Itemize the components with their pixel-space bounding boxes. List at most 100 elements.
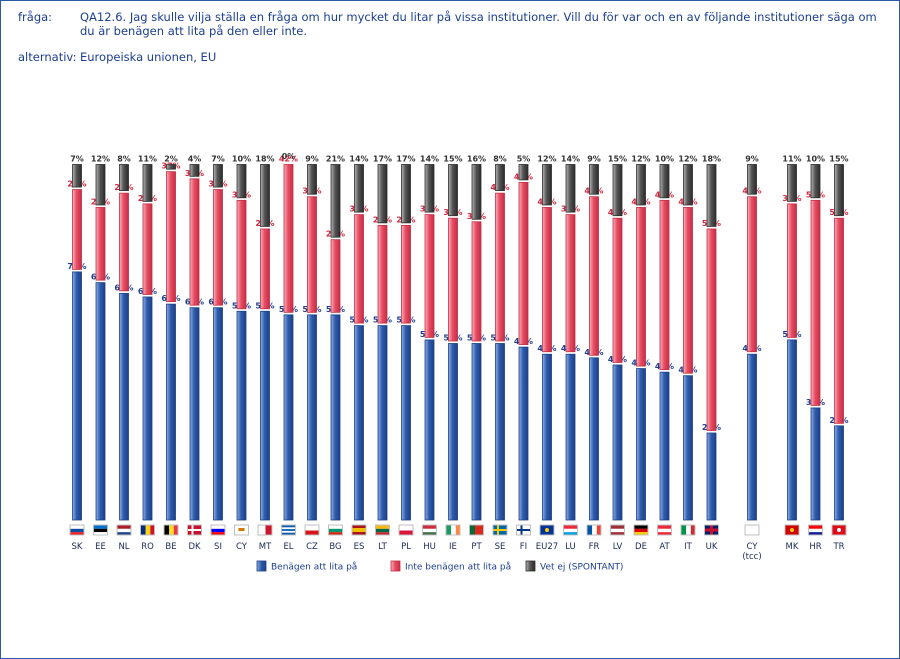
bar-distrust-si	[213, 189, 223, 306]
bar-distrust-de	[636, 207, 646, 367]
bar-trust-cy-tcc-	[747, 353, 757, 521]
bar-group-uk: 25%57%18%	[702, 155, 721, 521]
bar-distrust-el	[283, 164, 294, 313]
bar-group-fi: 49%46%5%	[514, 155, 533, 521]
bar-dont-know-lv	[612, 164, 623, 217]
bar-distrust-cy-tcc-	[747, 196, 757, 353]
legend-item-trust: Benägen att lita på	[256, 560, 357, 573]
category-label-de: DE	[635, 542, 647, 552]
legend-swatch-dont-know	[525, 560, 536, 572]
legend-label-dont-know: Vet ej (SPONTANT)	[540, 563, 623, 573]
bar-trust-mt	[260, 310, 270, 521]
value-label-dont-know-fr: 9%	[587, 155, 601, 164]
bar-distrust-lv	[612, 217, 623, 363]
bar-group-pl: 55%28%17%	[396, 155, 416, 521]
category-label-pl: PL	[401, 542, 411, 552]
bar-dont-know-hr	[810, 164, 821, 199]
bar-trust-ie	[448, 343, 458, 521]
bar-distrust-pt	[471, 221, 482, 342]
bar-group-tr: 27%58%15%	[829, 155, 849, 521]
bar-dont-know-ee	[95, 164, 106, 206]
bar-group-es: 55%31%14%	[349, 155, 369, 521]
legend-swatch-distrust	[390, 560, 401, 572]
bar-distrust-tr	[834, 217, 844, 424]
bar-group-dk: 60%36%4%	[185, 155, 204, 521]
bar-trust-tr	[834, 425, 844, 521]
bar-trust-nl	[119, 292, 129, 521]
category-label-mk: MK	[786, 542, 799, 552]
legend-item-dont-know: Vet ej (SPONTANT)	[525, 560, 623, 573]
value-label-dont-know-pt: 16%	[467, 155, 486, 164]
bar-dont-know-sk	[72, 164, 82, 188]
legend-label-trust: Benägen att lita på	[271, 562, 357, 573]
value-label-dont-know-be: 2%	[164, 155, 178, 164]
value-label-dont-know-cy: 10%	[232, 155, 251, 164]
question-text: QA12.6. Jag skulle vilja ställa en fråga…	[80, 10, 877, 38]
value-label-dont-know-de: 12%	[631, 155, 650, 164]
bar-dont-know-at	[659, 164, 670, 199]
bar-dont-know-dk	[189, 164, 200, 177]
bar-trust-be	[166, 303, 176, 521]
bar-dont-know-ro	[142, 164, 153, 202]
bar-trust-lt	[377, 325, 388, 521]
bar-group-eu27: 47%41%12%	[537, 155, 557, 521]
bar-trust-dk	[189, 307, 200, 521]
category-label-cy-tcc-: CY	[747, 542, 759, 552]
bar-trust-uk	[706, 432, 717, 521]
bar-dont-know-cy-tcc-	[747, 164, 757, 195]
bar-group-cy: 59%31%10%	[232, 155, 251, 521]
bar-group-nl: 64%28%8%	[114, 155, 134, 521]
bar-dont-know-it	[683, 164, 693, 206]
bar-trust-pt	[471, 343, 482, 521]
bar-group-sk: 70%23%7%	[67, 155, 87, 521]
bar-group-lu: 47%39%14%	[561, 155, 580, 521]
category-label-sk: SK	[72, 542, 83, 552]
bar-dont-know-hu	[424, 164, 435, 213]
category-label-be: BE	[165, 542, 176, 552]
bar-group-mk: 51%38%11%	[782, 155, 802, 521]
flags-layer	[69, 524, 847, 536]
legend-swatch-trust	[256, 560, 267, 572]
bar-trust-si	[213, 307, 223, 521]
bar-distrust-bg	[330, 239, 341, 313]
category-label-uk: UK	[706, 542, 718, 552]
x-axis-labels: SK EE NL RO BE DK SI CY MT EL CZ BG ES LT PL HU IE PT SE FI…	[72, 542, 845, 562]
bar-dont-know-ie	[448, 164, 458, 217]
value-label-dont-know-cy-tcc-: 9%	[745, 155, 759, 164]
category-label-lt: LT	[378, 542, 388, 552]
category-label-mt: MT	[259, 542, 272, 552]
bar-dont-know-mt	[260, 164, 270, 227]
bar-distrust-dk	[189, 178, 200, 306]
bar-trust-mk	[787, 339, 797, 521]
bar-trust-ro	[142, 296, 153, 521]
legend: Benägen att lita på Inte benägen att lita…	[256, 560, 623, 573]
bar-dont-know-eu27	[542, 164, 552, 206]
bar-trust-el	[283, 314, 294, 521]
category-label-fi: FI	[520, 542, 527, 552]
bar-group-se: 50%42%8%	[490, 155, 510, 521]
bar-dont-know-fi	[518, 164, 529, 181]
bar-dont-know-bg	[330, 164, 341, 238]
value-label-dont-know-uk: 18%	[702, 155, 721, 164]
bar-group-hu: 51%35%14%	[420, 155, 439, 521]
bar-distrust-ie	[448, 217, 458, 342]
category-label-si: SI	[214, 542, 222, 552]
bar-distrust-cz	[307, 196, 317, 313]
category-label-bg: BG	[329, 542, 341, 552]
value-label-dont-know-lv: 15%	[608, 155, 627, 164]
bar-trust-cy	[236, 310, 247, 521]
value-label-dont-know-dk: 4%	[188, 155, 202, 164]
bar-distrust-fi	[518, 181, 529, 345]
value-label-dont-know-eu27: 12%	[537, 155, 556, 164]
bar-distrust-ro	[142, 203, 153, 295]
value-label-dont-know-cz: 9%	[305, 155, 319, 164]
bar-dont-know-lu	[565, 164, 576, 213]
bar-trust-bg	[330, 314, 341, 521]
bar-trust-hu	[424, 339, 435, 521]
bar-group-ie: 50%35%15%	[443, 155, 463, 521]
bar-group-cy-tcc-: 47%44%9%	[742, 155, 762, 521]
bar-trust-es	[354, 325, 364, 521]
bar-group-lt: 55%28%17%	[373, 155, 392, 521]
category-label-it: IT	[684, 542, 693, 552]
bar-group-ro: 63%26%11%	[138, 155, 157, 521]
